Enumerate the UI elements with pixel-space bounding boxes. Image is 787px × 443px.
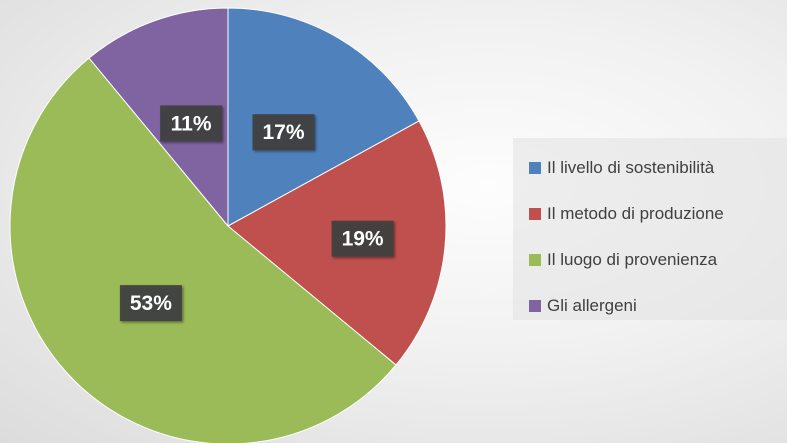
pie-data-labels: 17% 19% 53% 11% xyxy=(119,105,394,322)
legend-item: Il luogo di provenienza xyxy=(529,242,787,277)
legend-swatch xyxy=(529,299,541,312)
data-label-text: 53% xyxy=(130,292,172,315)
legend-item: Il metodo di produzione xyxy=(529,196,787,231)
data-label: 19% xyxy=(331,220,394,257)
legend-swatch xyxy=(529,161,541,174)
data-label: 11% xyxy=(160,105,223,142)
data-label-box xyxy=(252,114,315,151)
legend-item: Il livello di sostenibilità xyxy=(529,150,787,185)
legend-item: Gli allergeni xyxy=(529,288,787,323)
data-label-text: 17% xyxy=(262,121,304,144)
pie-slice xyxy=(88,7,229,228)
pie-slice xyxy=(9,57,397,443)
chart-legend: Il livello di sostenibilità Il metodo di … xyxy=(513,138,787,320)
data-label-box xyxy=(160,105,223,142)
legend-swatch xyxy=(529,253,541,266)
legend-swatch xyxy=(529,207,541,220)
legend-label: Il metodo di produzione xyxy=(547,203,724,223)
pie-slice xyxy=(227,7,420,227)
data-label-box xyxy=(119,285,182,322)
legend-label: Gli allergeni xyxy=(547,295,637,315)
legend-label: Il livello di sostenibilità xyxy=(547,157,715,177)
data-label: 17% xyxy=(252,114,315,151)
data-label-text: 19% xyxy=(342,228,384,251)
data-label-text: 11% xyxy=(171,112,212,135)
legend-label: Il luogo di provenienza xyxy=(547,249,718,269)
data-label-box xyxy=(331,220,394,257)
data-label: 53% xyxy=(119,285,182,322)
